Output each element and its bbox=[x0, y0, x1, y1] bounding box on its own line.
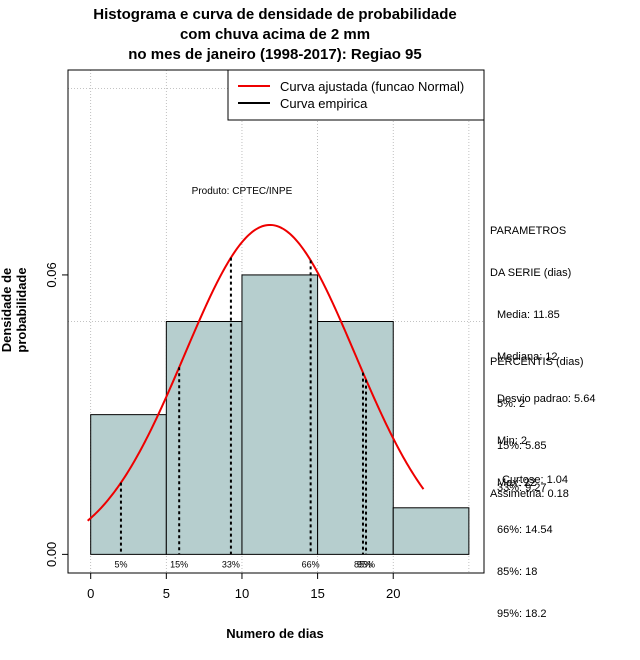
parametros-min: Min: 2 bbox=[497, 435, 527, 447]
fitted-normal-curve bbox=[87, 223, 425, 522]
percentis-block: PERCENTIS (dias) 5%: 2 15%: 5.85 33%: 9.… bbox=[490, 327, 584, 635]
percentile-label-66: 66% bbox=[302, 559, 320, 569]
legend-box bbox=[227, 69, 485, 121]
y-tick-label: 0.06 bbox=[44, 262, 59, 287]
chart-title-line-2: com chuva acima de 2 mm bbox=[179, 26, 371, 43]
x-axis-label: Numero de dias bbox=[226, 626, 324, 641]
y-tick-label: 0.00 bbox=[44, 542, 59, 567]
x-tick-label: 10 bbox=[235, 586, 249, 601]
percentil-66: 66%: 14.54 bbox=[497, 524, 553, 536]
percentil-15: 15%: 5.85 bbox=[497, 440, 547, 452]
histogram-bar-2 bbox=[165, 321, 243, 555]
histogram-bar-3 bbox=[241, 274, 319, 555]
parametros-block: PARAMETROS DA SERIE (dias) Media: 11.85 … bbox=[490, 196, 595, 504]
x-tick-label: 15 bbox=[310, 586, 324, 601]
percentile-label-33: 33% bbox=[222, 559, 240, 569]
percentil-5: 5%: 2 bbox=[497, 398, 526, 410]
x-tick-label: 5 bbox=[163, 586, 170, 601]
parametros-heading-2: DA SERIE (dias) bbox=[490, 267, 572, 279]
histogram-bar-1 bbox=[90, 414, 167, 555]
percentile-label-85: 85% bbox=[354, 559, 372, 569]
parametros-desvio: Desvio padrao: 5.64 bbox=[497, 393, 596, 405]
annotation-cptec: Produto: CPTEC/INPE bbox=[192, 186, 293, 197]
x-tick-label: 0 bbox=[87, 586, 94, 601]
assimetria-text: Assimetria: 0.18 bbox=[490, 488, 569, 500]
percentil-33: 33%: 9.27 bbox=[497, 482, 547, 494]
percentil-95: 95%: 18.2 bbox=[497, 608, 547, 620]
x-tick-label: 20 bbox=[386, 586, 400, 601]
chart-title-line-3: no mes de janeiro (1998-2017): Regiao 95 bbox=[128, 46, 422, 63]
percentile-label-95: 95% bbox=[357, 559, 375, 569]
legend-label-2: Curva empirica bbox=[280, 96, 368, 111]
histogram-bar-5 bbox=[392, 507, 470, 555]
percentil-85: 85%: 18 bbox=[497, 566, 538, 578]
parametros-mediana: Mediana: 12 bbox=[497, 351, 558, 363]
parametros-max: Max: 22 bbox=[497, 477, 537, 489]
percentis-heading: PERCENTIS (dias) bbox=[490, 356, 584, 368]
percentile-label-5: 5% bbox=[114, 559, 127, 569]
parametros-media: Media: 11.85 bbox=[497, 309, 560, 321]
curtose-text: Curtose: 1.04 bbox=[502, 474, 569, 486]
parametros-heading-1: PARAMETROS bbox=[490, 225, 567, 237]
chart-title-line-1: Histograma e curva de densidade de proba… bbox=[93, 6, 457, 23]
percentile-label-15: 15% bbox=[170, 559, 188, 569]
legend-label-1: Curva ajustada (funcao Normal) bbox=[280, 79, 464, 94]
